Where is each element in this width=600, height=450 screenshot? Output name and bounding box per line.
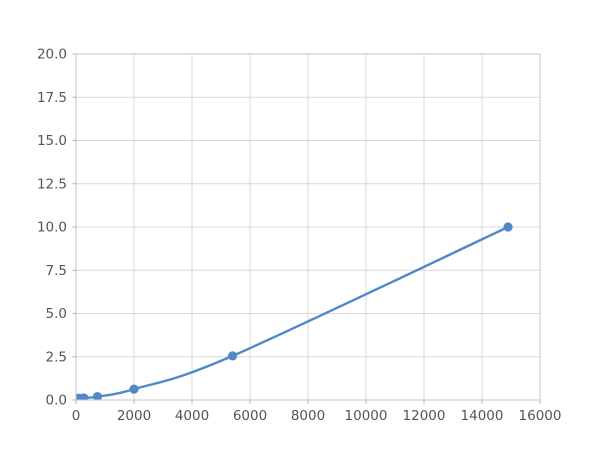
data-point-marker	[503, 222, 513, 232]
y-tick-label: 12.5	[37, 176, 67, 192]
gridlines	[75, 53, 541, 401]
data-point-marker	[129, 384, 139, 394]
tick-marks	[72, 53, 541, 404]
x-axis-tick-labels: 0 2000 4000 6000 8000 10000 12000 14000 16000	[72, 408, 562, 424]
y-tick-label: 10.0	[37, 220, 67, 236]
x-tick-label: 14000	[461, 408, 504, 424]
data-point-marker	[228, 351, 238, 361]
y-tick-label: 2.5	[46, 349, 67, 365]
y-tick-label: 0.0	[46, 393, 67, 409]
data-point-marker	[92, 391, 103, 400]
x-tick-label: 4000	[175, 408, 209, 424]
x-tick-label: 6000	[233, 408, 267, 424]
x-tick-label: 16000	[519, 408, 562, 424]
y-tick-label: 20.0	[37, 47, 67, 63]
x-tick-label: 8000	[291, 408, 325, 424]
x-tick-label: 12000	[403, 408, 446, 424]
x-tick-label: 2000	[117, 408, 151, 424]
y-tick-label: 17.5	[37, 90, 67, 106]
y-tick-label: 5.0	[46, 306, 67, 322]
data-point-marker	[79, 393, 89, 400]
y-tick-label: 15.0	[37, 133, 67, 149]
x-tick-label: 10000	[345, 408, 388, 424]
x-tick-label: 0	[72, 408, 81, 424]
y-axis-tick-labels: 0.0 2.5 5.0 7.5 10.0 12.5 15.0 17.5 20.0	[37, 47, 67, 409]
series-standard-curve	[76, 222, 513, 400]
y-tick-label: 7.5	[46, 263, 67, 279]
